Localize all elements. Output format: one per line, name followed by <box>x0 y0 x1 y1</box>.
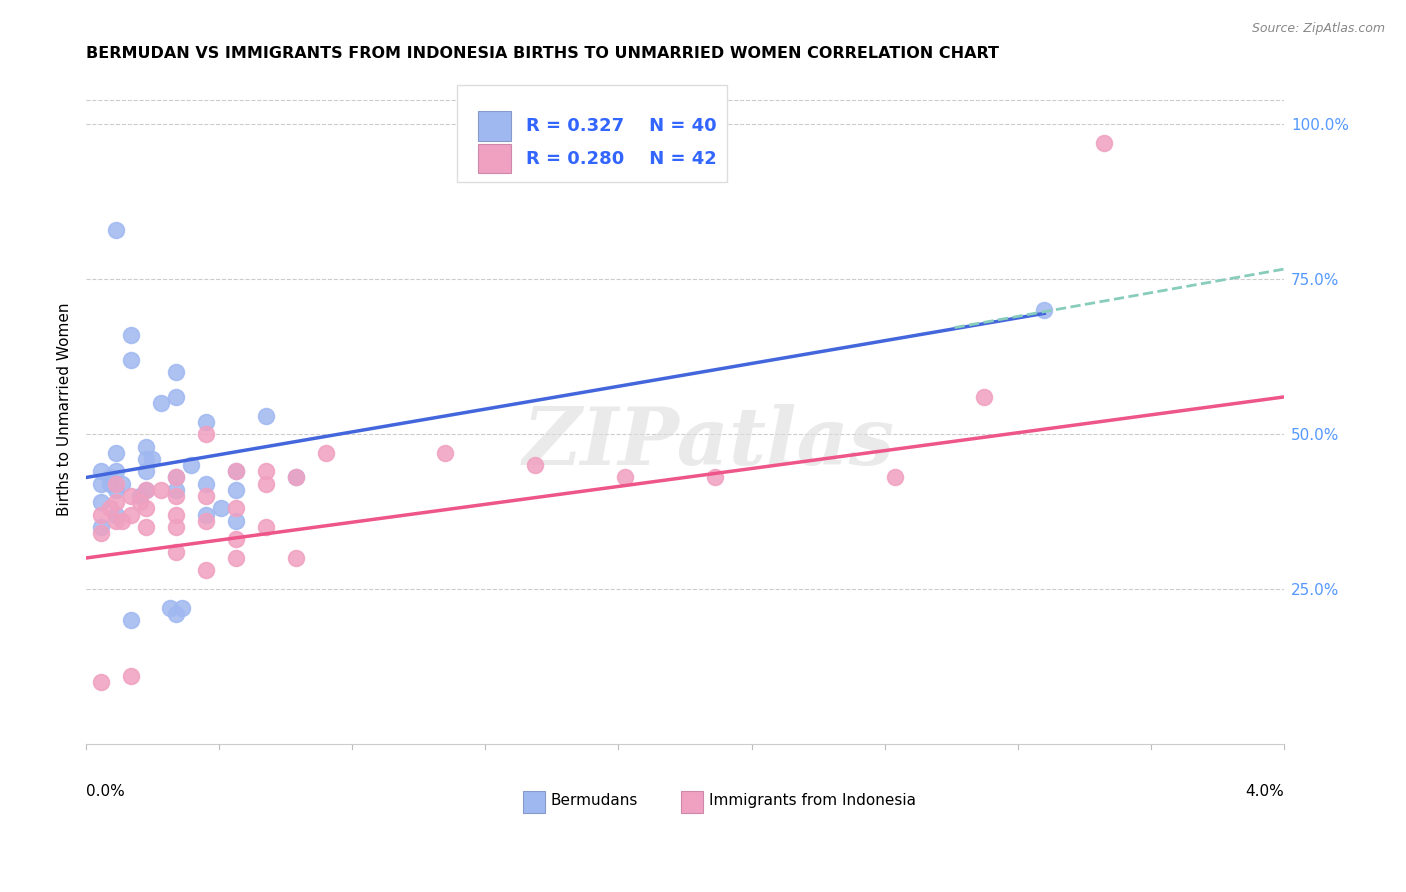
Point <box>90 464 112 478</box>
Point <box>254 464 277 478</box>
Point <box>225 501 247 516</box>
Point <box>165 489 187 503</box>
Point <box>105 464 128 478</box>
Point <box>225 464 247 478</box>
Point <box>434 446 457 460</box>
Point <box>1033 303 1056 318</box>
Point <box>105 476 128 491</box>
Point <box>165 545 187 559</box>
Point <box>120 668 142 682</box>
Point <box>135 451 157 466</box>
Point <box>135 483 157 497</box>
Point <box>105 446 128 460</box>
Bar <box>478 112 512 141</box>
Text: ZIPatlas: ZIPatlas <box>523 404 896 482</box>
Point <box>194 514 217 528</box>
Point <box>135 440 157 454</box>
Text: R = 0.280    N = 42: R = 0.280 N = 42 <box>526 150 717 168</box>
Point <box>90 526 112 541</box>
Point <box>194 415 217 429</box>
Point <box>194 427 217 442</box>
Point <box>165 520 187 534</box>
Point <box>120 613 142 627</box>
Bar <box>682 790 703 813</box>
Point <box>315 446 337 460</box>
Point <box>90 476 112 491</box>
Point <box>90 674 112 689</box>
Point <box>973 390 995 404</box>
Point <box>105 223 128 237</box>
Text: Immigrants from Indonesia: Immigrants from Indonesia <box>709 793 915 808</box>
Point <box>254 476 277 491</box>
Point <box>149 396 172 410</box>
Point <box>105 483 128 497</box>
Point <box>111 514 134 528</box>
Point <box>149 483 172 497</box>
Point <box>129 489 152 503</box>
Point <box>165 390 187 404</box>
Point <box>105 495 128 509</box>
Point <box>180 458 202 472</box>
Text: Source: ZipAtlas.com: Source: ZipAtlas.com <box>1251 22 1385 36</box>
Y-axis label: Births to Unmarried Women: Births to Unmarried Women <box>58 302 72 516</box>
Point <box>105 514 128 528</box>
Text: Bermudans: Bermudans <box>551 793 638 808</box>
Text: BERMUDAN VS IMMIGRANTS FROM INDONESIA BIRTHS TO UNMARRIED WOMEN CORRELATION CHAR: BERMUDAN VS IMMIGRANTS FROM INDONESIA BI… <box>86 46 1000 62</box>
Point <box>165 607 187 621</box>
Point <box>225 483 247 497</box>
Point <box>209 501 232 516</box>
Point <box>883 470 905 484</box>
Text: 4.0%: 4.0% <box>1246 784 1284 799</box>
Point <box>225 464 247 478</box>
Text: R = 0.327    N = 40: R = 0.327 N = 40 <box>526 117 716 136</box>
Point <box>120 508 142 522</box>
Point <box>120 489 142 503</box>
Point <box>225 533 247 547</box>
Point <box>90 520 112 534</box>
Point <box>194 476 217 491</box>
Point <box>194 489 217 503</box>
Text: 0.0%: 0.0% <box>86 784 125 799</box>
Point <box>165 470 187 484</box>
Point <box>111 476 134 491</box>
Point <box>284 470 307 484</box>
Point <box>105 508 128 522</box>
Point <box>284 470 307 484</box>
Point <box>254 409 277 423</box>
Point <box>120 352 142 367</box>
Point <box>703 470 725 484</box>
Bar <box>523 790 546 813</box>
Point <box>135 483 157 497</box>
Point <box>225 551 247 566</box>
Point <box>165 483 187 497</box>
Bar <box>478 144 512 173</box>
Point <box>165 470 187 484</box>
Point <box>98 476 121 491</box>
Point <box>1092 136 1115 150</box>
Point <box>524 458 547 472</box>
Point <box>135 464 157 478</box>
Point <box>141 451 163 466</box>
Point <box>98 470 121 484</box>
Point <box>284 551 307 566</box>
FancyBboxPatch shape <box>457 85 727 182</box>
Point <box>194 563 217 577</box>
Point <box>165 508 187 522</box>
Point <box>225 514 247 528</box>
Point <box>614 470 637 484</box>
Point <box>98 501 121 516</box>
Point <box>135 501 157 516</box>
Point <box>129 495 152 509</box>
Point <box>90 495 112 509</box>
Point <box>194 508 217 522</box>
Point <box>170 600 193 615</box>
Point <box>90 508 112 522</box>
Point <box>159 600 181 615</box>
Point <box>254 520 277 534</box>
Point <box>120 328 142 343</box>
Point <box>165 365 187 379</box>
Point <box>135 520 157 534</box>
